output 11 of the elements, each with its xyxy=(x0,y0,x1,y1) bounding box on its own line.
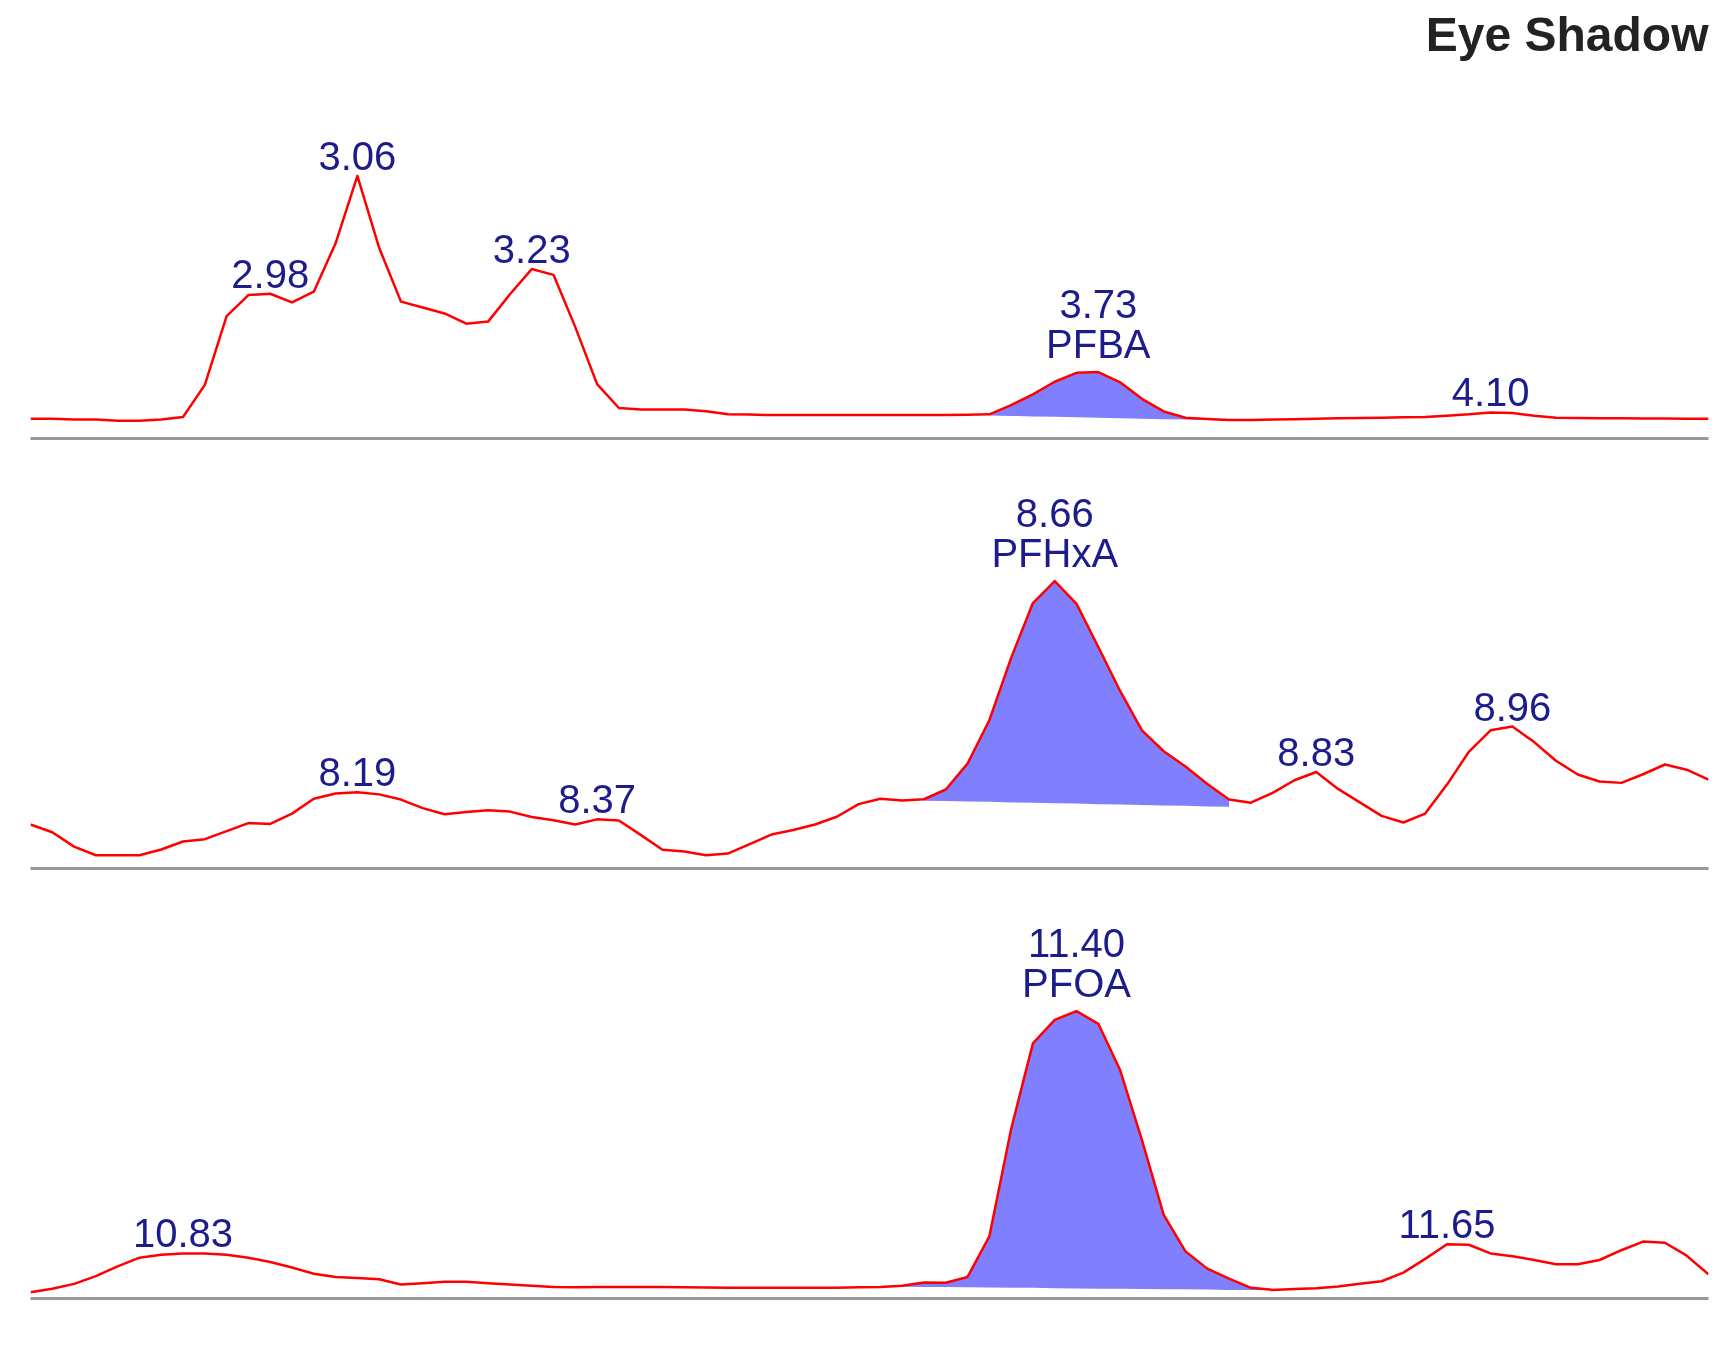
annotation: 3.23 xyxy=(492,227,571,272)
annotation: 8.37 xyxy=(558,777,637,822)
annotation: 11.65 xyxy=(1398,1202,1496,1247)
annotation: 4.10 xyxy=(1451,370,1530,415)
chart-title: Eye Shadow xyxy=(1425,7,1710,61)
annotation: 2.98 xyxy=(231,251,310,296)
annotation: 8.96 xyxy=(1473,684,1552,729)
annotation: 8.83 xyxy=(1277,729,1356,774)
annotation: 10.83 xyxy=(133,1211,234,1256)
annotation: 8.19 xyxy=(318,750,397,795)
annotation: 3.06 xyxy=(318,133,397,178)
